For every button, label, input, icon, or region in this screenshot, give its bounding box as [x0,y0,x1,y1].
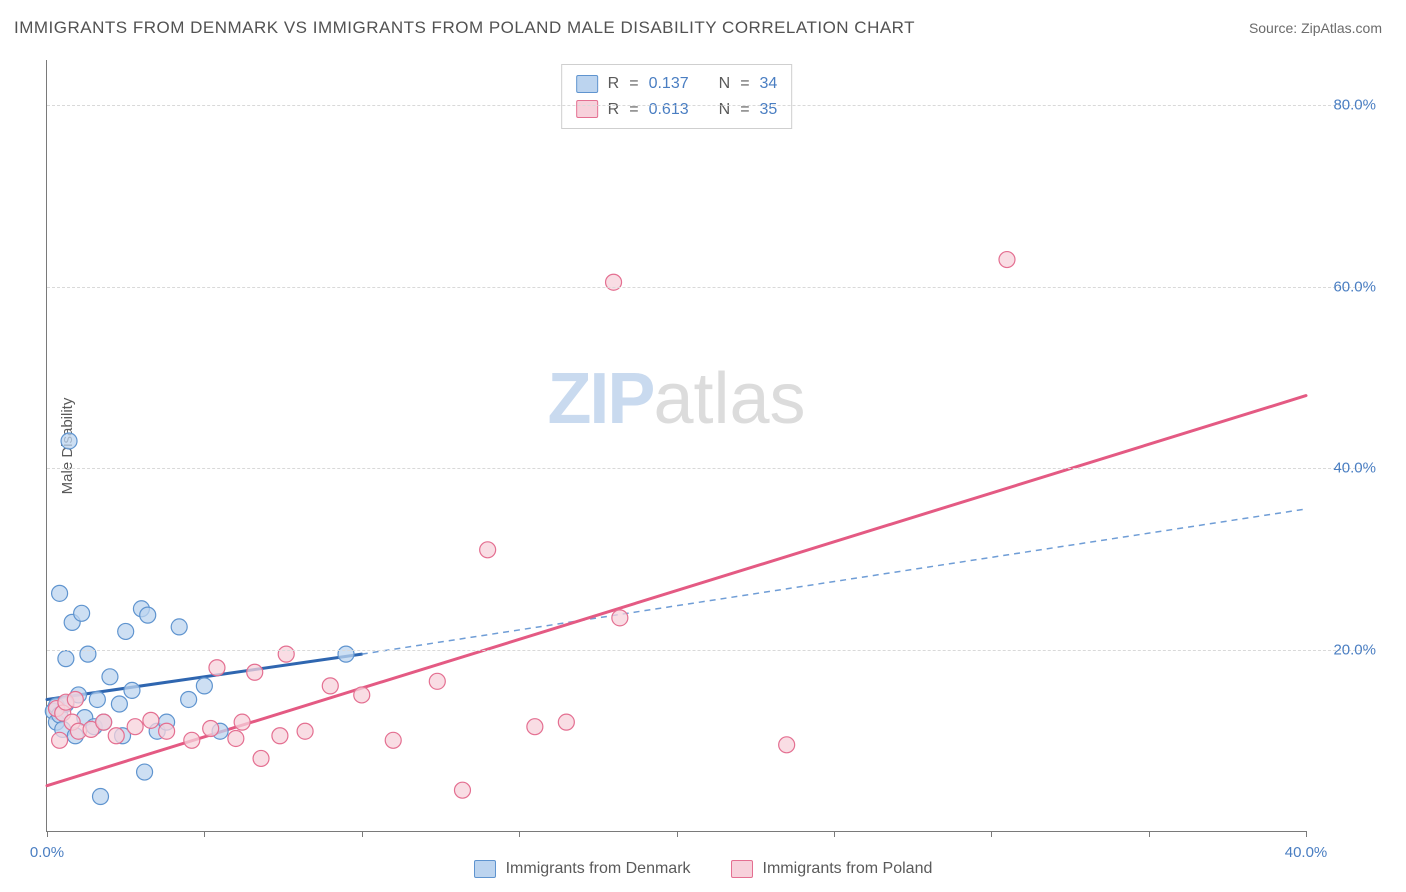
x-tick [1306,831,1307,837]
x-tick [204,831,205,837]
chart-plot-area: Male Disability ZIPatlas R = 0.137 N = 3… [46,60,1306,832]
grid-line [47,287,1366,288]
scatter-svg [47,60,1306,831]
chart-title: IMMIGRANTS FROM DENMARK VS IMMIGRANTS FR… [14,18,915,38]
y-tick-label: 60.0% [1333,278,1376,295]
r-label: R [608,71,620,97]
equals-sign: = [740,97,749,123]
source-label: Source: [1249,20,1297,36]
x-tick [47,831,48,837]
x-tick [1149,831,1150,837]
n-value-poland: 35 [760,97,778,123]
x-tick-label: 40.0% [1285,844,1328,861]
source-attribution: Source: ZipAtlas.com [1249,20,1382,36]
stats-row-denmark: R = 0.137 N = 34 [576,71,778,97]
series-legend: Immigrants from Denmark Immigrants from … [0,860,1406,878]
legend-swatch-denmark [474,860,496,878]
equals-sign: = [629,71,638,97]
grid-line [47,468,1366,469]
legend-label-poland: Immigrants from Poland [763,860,933,878]
x-tick [834,831,835,837]
y-tick-label: 40.0% [1333,460,1376,477]
legend-item-poland: Immigrants from Poland [731,860,933,878]
x-tick [677,831,678,837]
grid-line [47,105,1366,106]
x-tick-label: 0.0% [30,844,64,861]
r-value-poland: 0.613 [649,97,689,123]
r-value-denmark: 0.137 [649,71,689,97]
stats-row-poland: R = 0.613 N = 35 [576,97,778,123]
legend-label-denmark: Immigrants from Denmark [506,860,691,878]
y-tick-label: 20.0% [1333,641,1376,658]
y-tick-label: 80.0% [1333,97,1376,114]
equals-sign: = [740,71,749,97]
n-label: N [719,71,731,97]
x-tick [519,831,520,837]
n-value-denmark: 34 [760,71,778,97]
legend-item-denmark: Immigrants from Denmark [474,860,691,878]
correlation-stats-box: R = 0.137 N = 34 R = 0.613 N = 35 [561,64,793,129]
r-label: R [608,97,620,123]
equals-sign: = [629,97,638,123]
legend-swatch-poland [731,860,753,878]
swatch-denmark [576,75,598,93]
source-link[interactable]: ZipAtlas.com [1301,20,1382,36]
x-tick [362,831,363,837]
n-label: N [719,97,731,123]
x-tick [991,831,992,837]
swatch-poland [576,100,598,118]
grid-line [47,650,1366,651]
